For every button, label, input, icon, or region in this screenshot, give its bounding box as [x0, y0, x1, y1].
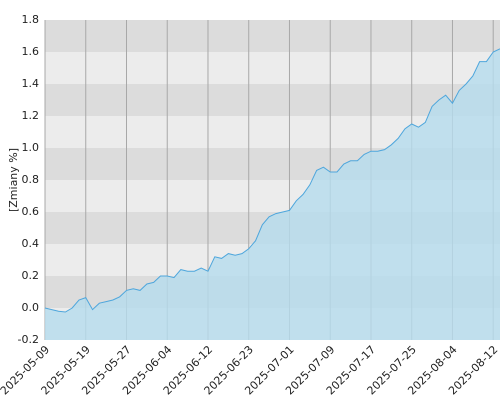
grid-band	[45, 20, 500, 52]
y-tick-label: 1.6	[22, 45, 40, 58]
y-tick-label: 0.0	[22, 301, 40, 314]
grid-band	[45, 84, 500, 116]
grid-band	[45, 52, 500, 84]
y-tick-label: 1.2	[22, 109, 40, 122]
y-axis-label: [Zmiany %]	[7, 148, 20, 212]
y-tick-label: 1.8	[22, 13, 40, 26]
y-tick-label: 0.2	[22, 269, 40, 282]
area	[45, 48, 500, 341]
y-tick-label: 0.8	[22, 173, 40, 186]
line	[44, 48, 500, 313]
y-tick-label: 0.6	[22, 205, 40, 218]
y-tick-label: 0.4	[22, 237, 40, 250]
y-tick-label: 1.0	[22, 141, 40, 154]
y-tick-label: 1.4	[22, 77, 40, 90]
y-tick-label: -0.2	[18, 333, 39, 346]
